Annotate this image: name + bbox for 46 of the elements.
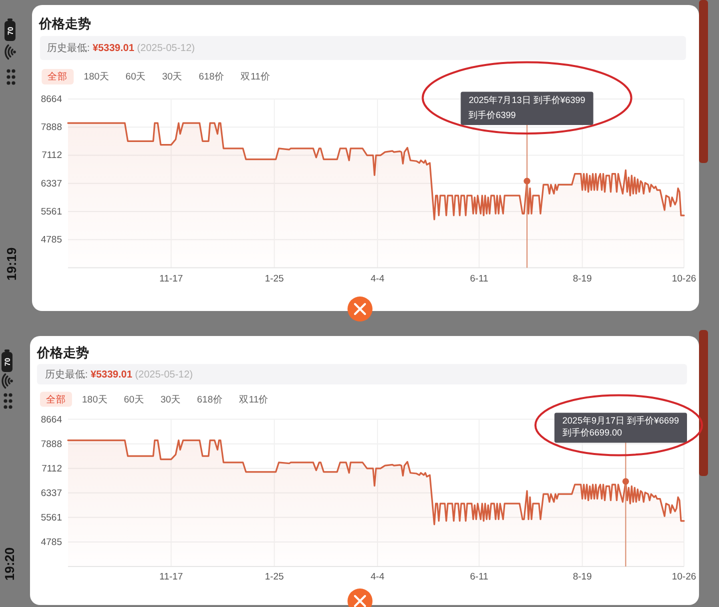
y-tick-label: 7112 [42, 462, 62, 474]
y-tick-label: 8664 [40, 414, 62, 425]
y-tick-label: 5561 [40, 512, 62, 523]
x-tick-label: 11-17 [159, 273, 183, 284]
text: 19:20 [2, 547, 16, 581]
annotation: 到手价6699.00 [562, 428, 622, 438]
x-tick-label: 4-4 [370, 571, 384, 582]
y-tick-label: 6337 [40, 178, 62, 189]
chart-title: 价格走势 [36, 344, 89, 360]
annotation: 2025年7月13日 到手价¥6399 [468, 95, 586, 105]
y-tick-label: 5561 [40, 206, 62, 217]
x-tick-label: 1-25 [264, 273, 284, 284]
x-tick-label: 6-11 [470, 571, 488, 582]
y-tick-label: 6337 [40, 487, 62, 498]
text: 19:19 [4, 247, 18, 281]
text: 618价 [197, 392, 223, 405]
text: 双11价 [240, 70, 270, 82]
text: 180天 [84, 71, 110, 82]
text: 60天 [124, 394, 144, 405]
text: 60天 [126, 71, 146, 82]
x-tick-label: 8-19 [572, 273, 592, 284]
annotation: 2025年9月17日 到手价¥6699 [562, 416, 679, 426]
x-tick-label: 8-19 [572, 571, 592, 582]
x-tick-label: 10-26 [672, 273, 696, 284]
annotation: 到手价6399 [468, 110, 516, 120]
y-tick-label: 7888 [40, 438, 62, 450]
x-tick-label: 11-17 [159, 571, 183, 582]
y-tick-label: 4785 [40, 536, 62, 548]
x-tick-label: 4-4 [370, 273, 384, 284]
chart-subtitle: 历史最低: ¥5339.01 (2025-05-12) [45, 368, 193, 380]
text: 全部 [48, 70, 68, 82]
y-tick-label: 4785 [40, 234, 62, 246]
x-tick-label: 1-25 [264, 571, 284, 582]
x-tick-label: 6-11 [470, 273, 488, 284]
chart-subtitle: 历史最低: ¥5339.01 (2025-05-12) [47, 42, 195, 54]
y-tick-label: 8664 [40, 94, 62, 104]
text: 全部 [46, 392, 66, 405]
y-tick-label: 7888 [40, 122, 62, 133]
text: 180天 [82, 394, 108, 405]
text: 双11价 [238, 392, 269, 405]
y-tick-label: 7112 [42, 150, 62, 161]
text: 30天 [160, 394, 182, 405]
x-tick-label: 10-26 [672, 571, 696, 582]
text: 618价 [198, 70, 225, 82]
text: 30天 [162, 71, 183, 82]
chart-title: 价格走势 [38, 16, 91, 30]
